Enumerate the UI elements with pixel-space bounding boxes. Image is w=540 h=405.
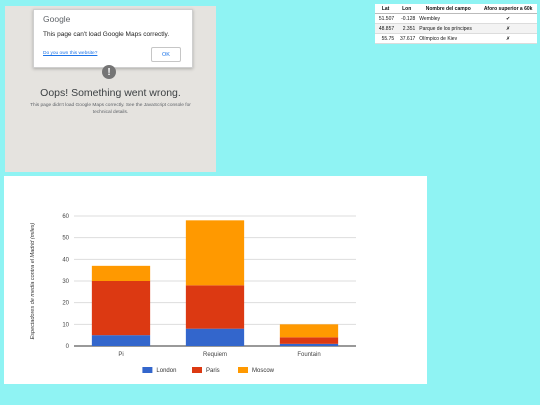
cell-lon: 2.351 bbox=[396, 23, 418, 34]
cell-name: Olímpico de Kiev bbox=[417, 33, 480, 44]
google-logo: Google bbox=[43, 14, 71, 24]
table-row: 51.507 -0.128 Wembley ✔ bbox=[375, 13, 537, 24]
bar-moscow-pi bbox=[91, 265, 151, 281]
cell-capacity-check: ✔ bbox=[479, 13, 537, 24]
legend-swatch-moscow bbox=[238, 367, 248, 373]
dialog-message: This page can't load Google Maps correct… bbox=[43, 31, 170, 38]
stadium-table: Lat Lon Nombre del campo Aforo superior … bbox=[375, 4, 537, 44]
cell-lat: 55.75 bbox=[375, 33, 397, 44]
y-tick-label: 60 bbox=[62, 214, 69, 220]
cell-name: Parque de los príncipes bbox=[417, 23, 480, 34]
map-error-dialog: Google This page can't load Google Maps … bbox=[33, 9, 193, 68]
cell-lat: 48.857 bbox=[375, 23, 397, 34]
column-header-lat: Lat bbox=[375, 4, 397, 14]
stacked-bar-chart: 0 10 20 30 40 50 60 Pi Requiem Fountain Espectador… bbox=[30, 214, 356, 374]
y-tick-label: 40 bbox=[62, 257, 69, 263]
legend-label-paris: Paris bbox=[206, 368, 220, 374]
cell-lat: 51.507 bbox=[375, 13, 397, 24]
own-website-link[interactable]: Do you own this website? bbox=[43, 51, 98, 56]
cell-capacity-check: ✗ bbox=[479, 33, 537, 44]
legend-label-london: London bbox=[156, 368, 176, 374]
chart-panel: 0 10 20 30 40 50 60 Pi Requiem Fountain Espectador… bbox=[4, 176, 427, 384]
legend-label-moscow: Moscow bbox=[252, 368, 275, 374]
table-row: 48.857 2.351 Parque de los príncipes ✗ bbox=[375, 23, 537, 34]
cell-capacity-check: ✗ bbox=[479, 23, 537, 34]
y-tick-label: 10 bbox=[62, 322, 69, 328]
error-heading: Oops! Something went wrong. bbox=[40, 87, 181, 99]
y-axis-label: Espectadores de media contra el Madrid (… bbox=[30, 222, 36, 339]
y-tick-label: 0 bbox=[66, 344, 70, 350]
y-tick-label: 30 bbox=[62, 279, 69, 285]
table-header-row: Lat Lon Nombre del campo Aforo superior … bbox=[375, 4, 537, 14]
y-tick-label: 20 bbox=[62, 301, 69, 307]
bar-london-requiem bbox=[185, 328, 245, 346]
warning-icon: ! bbox=[102, 65, 116, 79]
column-header-name: Nombre del campo bbox=[417, 4, 480, 14]
bar-paris-pi bbox=[91, 281, 151, 336]
map-error-panel: Google This page can't load Google Maps … bbox=[5, 6, 216, 172]
cell-name: Wembley bbox=[417, 13, 480, 24]
ok-button[interactable]: OK bbox=[151, 47, 181, 62]
x-tick-label: Requiem bbox=[203, 352, 227, 358]
bar-paris-fountain bbox=[279, 337, 339, 344]
legend-swatch-london bbox=[142, 367, 153, 373]
column-header-lon: Lon bbox=[396, 4, 418, 14]
x-tick-label: Fountain bbox=[297, 352, 320, 358]
error-detail: This page didn't load Google Maps correc… bbox=[30, 103, 191, 115]
y-tick-label: 50 bbox=[62, 236, 69, 242]
column-header-capacity: Aforo superior a 60k bbox=[479, 4, 537, 14]
cell-lon: 37.617 bbox=[396, 33, 418, 44]
bar-london-fountain bbox=[279, 343, 339, 346]
bar-moscow-fountain bbox=[279, 324, 339, 338]
bar-paris-requiem bbox=[185, 285, 245, 329]
x-tick-label: Pi bbox=[118, 352, 123, 358]
cell-lon: -0.128 bbox=[396, 13, 418, 24]
table-row: 55.75 37.617 Olímpico de Kiev ✗ bbox=[375, 33, 537, 44]
bar-moscow-requiem bbox=[185, 220, 245, 286]
bar-london-pi bbox=[91, 335, 151, 346]
legend-swatch-paris bbox=[192, 367, 202, 373]
